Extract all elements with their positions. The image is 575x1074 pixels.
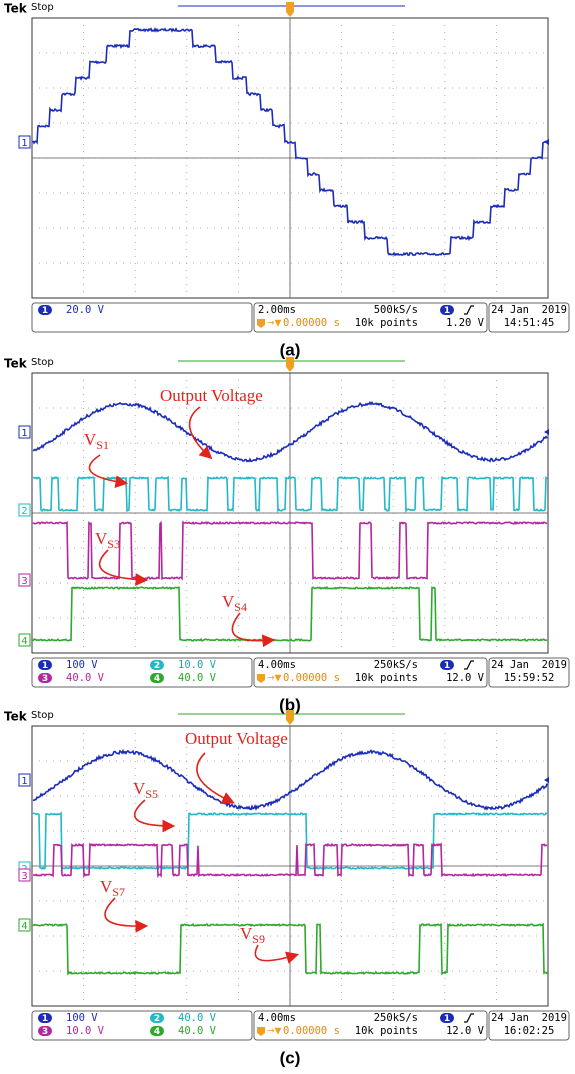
channel-scale: 100 V	[66, 659, 98, 671]
annotation-subscript: S5	[145, 787, 158, 801]
time: 14:51:45	[504, 317, 555, 329]
channel-scale: 20.0 V	[66, 304, 105, 316]
time: 15:59:52	[504, 672, 555, 684]
channel-number: 3	[42, 674, 48, 684]
annotation-text: V	[95, 529, 108, 548]
sample-rate: 250kS/s	[374, 1012, 418, 1024]
trigger-channel: 1	[444, 1014, 450, 1024]
date: 24 Jan 2019	[491, 1012, 567, 1024]
channel-marker: 3	[21, 871, 27, 882]
record-length: 10k points	[355, 1025, 418, 1037]
trigger-marker	[286, 710, 294, 725]
time: 16:02:25	[504, 1025, 555, 1037]
timebase: 2.00ms	[258, 304, 296, 316]
channel-scale: 100 V	[66, 1012, 98, 1024]
trigger-channel: 1	[444, 661, 450, 671]
trigger-marker	[286, 357, 294, 372]
channel-number: 1	[42, 306, 48, 316]
channel-marker: 2	[21, 506, 27, 517]
channel-scale: 40.0 V	[178, 1025, 217, 1037]
annotation-subscript: S1	[96, 438, 109, 452]
brand: Tek	[4, 2, 28, 16]
channel-marker: 1	[21, 776, 27, 787]
channel-marker: 4	[21, 636, 27, 647]
annotation-text: V	[222, 592, 235, 611]
trigger-level: 12.0 V	[446, 1025, 485, 1037]
annotation: Output Voltage	[160, 386, 263, 405]
trigger-position: 0.00000 s	[283, 672, 340, 684]
figure: TekStop1120.0 V2.00ms500kS/s→▼0.00000 s1…	[0, 0, 575, 1074]
annotation-text: V	[100, 877, 113, 896]
annotation-text: Output Voltage	[185, 729, 288, 748]
annotation-subscript: S3	[107, 537, 120, 551]
brand: Tek	[4, 710, 28, 724]
status: Stop	[31, 2, 54, 13]
channel-number: 1	[42, 661, 48, 671]
timebase: 4.00ms	[258, 1012, 296, 1024]
channel-scale: 40.0 V	[178, 672, 217, 684]
trigger-level: 12.0 V	[446, 672, 485, 684]
channel-number: 2	[154, 661, 160, 671]
channel-box	[32, 658, 252, 687]
brand: Tek	[4, 357, 28, 371]
channel-marker: 1	[21, 138, 27, 149]
panel-label: (a)	[280, 340, 301, 359]
trigger-channel: 1	[444, 306, 450, 316]
annotation-text: V	[240, 924, 253, 943]
annotation-text: V	[133, 779, 146, 798]
trigger-position: 0.00000 s	[283, 317, 340, 329]
trigger-arrow: →▼	[267, 674, 282, 684]
trigger-level: 1.20 V	[446, 317, 485, 329]
date: 24 Jan 2019	[491, 304, 567, 316]
trigger-position: 0.00000 s	[283, 1025, 340, 1037]
timebase: 4.00ms	[258, 659, 296, 671]
annotation-text: V	[84, 430, 97, 449]
channel-number: 1	[42, 1014, 48, 1024]
channel-scale: 40.0 V	[178, 1012, 217, 1024]
channel-number: 4	[154, 1027, 160, 1037]
record-length: 10k points	[355, 672, 418, 684]
trigger-marker	[286, 2, 294, 17]
panel-label: (c)	[280, 1048, 301, 1067]
trigger-arrow: →▼	[267, 319, 282, 329]
sample-rate: 500kS/s	[374, 304, 418, 316]
date: 24 Jan 2019	[491, 659, 567, 671]
annotation-subscript: S4	[234, 600, 247, 614]
status: Stop	[31, 357, 54, 368]
channel-scale: 40.0 V	[66, 672, 105, 684]
channel-scale: 10.0 V	[178, 659, 217, 671]
sample-rate: 250kS/s	[374, 659, 418, 671]
channel-box	[32, 1011, 252, 1040]
channel-number: 2	[154, 1014, 160, 1024]
channel-marker: 3	[21, 576, 27, 587]
channel-number: 3	[42, 1027, 48, 1037]
annotation-text: Output Voltage	[160, 386, 263, 405]
record-length: 10k points	[355, 317, 418, 329]
channel-marker: 1	[21, 428, 27, 439]
status: Stop	[31, 710, 54, 721]
annotation: Output Voltage	[185, 729, 288, 748]
trigger-arrow: →▼	[267, 1027, 282, 1037]
channel-box	[32, 303, 252, 332]
channel-marker: 4	[21, 921, 27, 932]
annotation-subscript: S9	[252, 932, 265, 946]
channel-scale: 10.0 V	[66, 1025, 105, 1037]
channel-number: 4	[154, 674, 160, 684]
annotation-subscript: S7	[112, 885, 125, 899]
